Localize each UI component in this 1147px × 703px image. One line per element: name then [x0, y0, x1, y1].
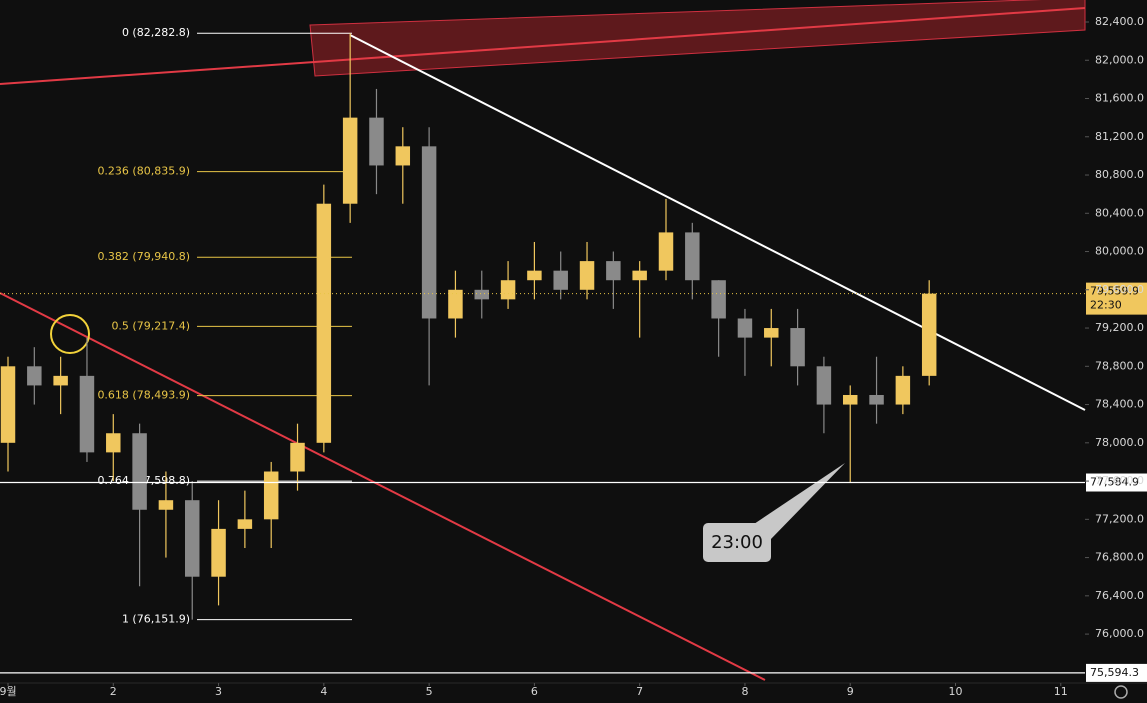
fib-label: 0.236 (80,835.9) [97, 165, 190, 178]
red-channel [309, 0, 1086, 77]
y-tick-label: 78,400.0 [1095, 398, 1144, 411]
x-tick-label: 5 [426, 685, 433, 698]
annotation: 23:00 [711, 532, 763, 553]
overlay: 23:00 77,584.9 75,594.3 79,559.922:30 [0, 282, 1147, 682]
candle-body [527, 270, 542, 281]
y-tick-label: 80,400.0 [1095, 206, 1144, 219]
candles [0, 33, 937, 620]
current-price-label: 79,559.9 [1090, 285, 1139, 298]
price-tag-label: 75,594.3 [1090, 666, 1139, 679]
candle-body [921, 293, 937, 376]
candle-body [106, 433, 121, 453]
y-tick-label: 76,800.0 [1095, 551, 1144, 564]
price-tag [1086, 663, 1147, 682]
candle-body [711, 280, 726, 319]
candle-body [842, 394, 858, 405]
fib-label: 0.382 (79,940.8) [97, 250, 190, 263]
fib-label: 1 (76,151.9) [122, 613, 190, 626]
x-tick-label: 8 [741, 685, 748, 698]
candle-body [185, 500, 200, 577]
candle-body [342, 117, 358, 204]
candle-body [395, 146, 411, 166]
candle-body [606, 261, 621, 281]
y-tick-label: 82,000.0 [1095, 53, 1144, 66]
price-tag-label: 77,584.9 [1090, 476, 1139, 489]
candle-body [474, 289, 489, 300]
candle-body [448, 289, 463, 319]
candle-body [53, 375, 68, 386]
y-tick-label: 78,000.0 [1095, 436, 1144, 449]
highlight-circle [50, 314, 90, 354]
y-tick-label: 81,600.0 [1095, 92, 1144, 105]
x-tick-label: 2 [110, 685, 117, 698]
candle-body [790, 328, 805, 367]
candle-body [290, 442, 305, 472]
y-tick-label: 80,800.0 [1095, 168, 1144, 181]
y-tick-label: 76,000.0 [1095, 627, 1144, 640]
candle-body [685, 232, 700, 281]
current-price-time: 22:30 [1090, 299, 1122, 312]
x-tick-label: 9 [847, 685, 854, 698]
x-tick-label: 6 [531, 685, 538, 698]
y-tick-label: 79,600.0 [1095, 283, 1144, 296]
drawings: 0 (82,282.8) 0.236 (80,835.9) 0.382 (79,94… [0, 0, 1086, 681]
candle-body [895, 375, 911, 405]
candle-body [27, 366, 42, 386]
y-tick-label: 78,800.0 [1095, 359, 1144, 372]
candle-body [158, 500, 174, 510]
y-tick-label: 79,200.0 [1095, 321, 1144, 334]
settings-button[interactable] [1114, 685, 1128, 699]
candle-body [632, 270, 647, 281]
y-tick-label: 77,600.0 [1095, 474, 1144, 487]
candle-body [0, 366, 16, 443]
x-tick-label: 4 [320, 685, 327, 698]
y-tick-label: 77,200.0 [1095, 512, 1144, 525]
fib-label: 0 (82,282.8) [122, 26, 190, 39]
candle-body [816, 366, 832, 405]
x-tick-label: 11 [1054, 685, 1068, 698]
candle-body [421, 146, 437, 319]
callout-box [703, 523, 771, 562]
fib-label: 0.618 (78,493.9) [97, 389, 190, 402]
candle-body [369, 117, 384, 166]
candle-body [553, 270, 568, 290]
white-trend-line [349, 34, 1086, 411]
candle-body [316, 203, 332, 443]
x-tick-label: 10 [949, 685, 963, 698]
x-tick-label: 7 [636, 685, 643, 698]
candle-body [132, 433, 147, 510]
x-tick-label: 3 [215, 685, 222, 698]
candle-body [658, 232, 674, 271]
candle-body [263, 471, 279, 520]
candle-body [211, 528, 226, 577]
red-trend-line [0, 292, 766, 681]
candle-body [869, 394, 884, 405]
candle-body [764, 328, 779, 338]
y-tick-label: 82,400.0 [1095, 15, 1144, 28]
current-price-tag [1086, 282, 1147, 315]
x-tick-label: 9월 [0, 685, 17, 698]
candle-body [237, 519, 253, 529]
candle-body [579, 261, 595, 290]
candle-body [737, 318, 753, 338]
y-tick-label: 80,000.0 [1095, 245, 1144, 258]
candle-body [500, 280, 516, 300]
fib-label: 0.5 (79,217.4) [111, 319, 190, 332]
y-tick-label: 81,200.0 [1095, 130, 1144, 143]
candle-body [79, 375, 95, 453]
red-trend-line [0, 7, 1086, 85]
price-tag [1086, 473, 1147, 492]
y-tick-label: 76,400.0 [1095, 589, 1144, 602]
